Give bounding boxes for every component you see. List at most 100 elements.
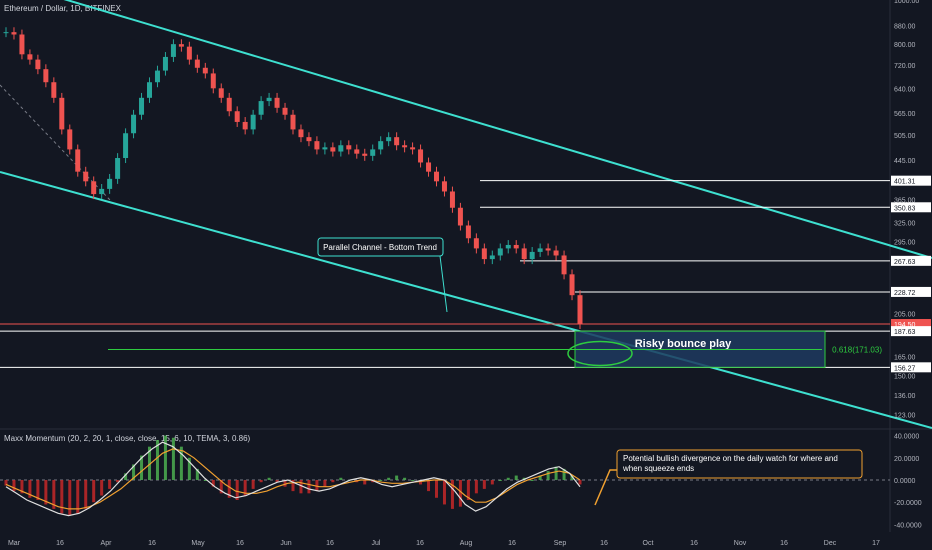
- time-axis-label: 16: [236, 540, 244, 547]
- candle-body: [362, 153, 368, 156]
- price-axis-label: 123.00: [894, 413, 916, 420]
- price-axis-label: 205.00: [894, 312, 916, 319]
- momentum-bar: [251, 480, 255, 489]
- candle-body: [43, 69, 49, 83]
- price-axis-label: 325.00: [894, 220, 916, 227]
- candle-body: [290, 114, 296, 130]
- candle-body: [489, 255, 495, 260]
- momentum-bar: [474, 480, 478, 494]
- time-axis-label: Oct: [643, 540, 654, 547]
- indicator-axis-label: -40.0000: [894, 522, 922, 529]
- price-axis-label: 150.00: [894, 373, 916, 380]
- momentum-bar: [315, 480, 319, 492]
- time-axis-label: Apr: [101, 540, 113, 547]
- fib-label: 0.618(171.03): [832, 345, 882, 354]
- time-axis-label: 16: [326, 540, 334, 547]
- momentum-bar: [60, 480, 64, 514]
- momentum-bar: [195, 468, 199, 480]
- momentum-bar: [546, 471, 550, 480]
- price-axis-label: 228.72: [894, 290, 916, 297]
- momentum-bar: [411, 480, 415, 481]
- momentum-bar: [466, 480, 470, 500]
- candle-body: [131, 114, 137, 134]
- candle-body: [250, 114, 256, 130]
- candle-body: [473, 238, 479, 249]
- candle-body: [115, 158, 121, 179]
- momentum-bar: [259, 480, 263, 483]
- momentum-bar: [299, 480, 303, 494]
- momentum-bar: [36, 480, 40, 500]
- zone-label: Risky bounce play: [635, 338, 732, 350]
- annotation-divergence-pointer: [594, 469, 617, 506]
- momentum-bar: [363, 480, 367, 485]
- momentum-bar: [554, 466, 558, 480]
- indicator-axis-label: 0.0000: [894, 478, 916, 485]
- momentum-bar: [148, 446, 151, 480]
- momentum-bar: [140, 455, 144, 480]
- candle-body: [170, 44, 176, 57]
- time-axis-label: May: [191, 540, 205, 547]
- candle-body: [457, 207, 463, 226]
- candle-body: [497, 248, 503, 256]
- annotation-box-channel: [317, 237, 444, 257]
- candle-body: [83, 171, 89, 182]
- indicator-axis-label: 20.0000: [894, 456, 919, 463]
- candle-body: [569, 274, 575, 296]
- candle-body: [59, 97, 65, 130]
- candle-body: [346, 145, 352, 150]
- price-axis-label: 165.00: [894, 355, 916, 362]
- indicator-axis-label: -20.0000: [894, 500, 922, 507]
- candle-body: [441, 181, 447, 192]
- candle-body: [147, 82, 152, 98]
- time-axis-label: 16: [600, 540, 608, 547]
- momentum-bar: [570, 475, 574, 480]
- momentum-bar: [339, 477, 343, 480]
- level-price-badge: [891, 286, 931, 297]
- momentum-bar: [530, 480, 534, 481]
- momentum-bar: [12, 480, 16, 492]
- momentum-bar: [4, 480, 8, 486]
- momentum-bar: [291, 480, 295, 492]
- price-axis-label: 295.00: [894, 240, 916, 247]
- price-axis-label: 640.00: [894, 86, 916, 93]
- candle-body: [274, 97, 280, 108]
- momentum-bar: [331, 480, 335, 483]
- indicator-title: Maxx Momentum (20, 2, 20, 1, close, clos…: [4, 434, 251, 443]
- momentum-bar: [187, 457, 191, 480]
- momentum-bar: [155, 440, 159, 480]
- candle-body: [226, 97, 232, 112]
- price-axis-label: 445.00: [894, 158, 916, 165]
- momentum-bar: [419, 480, 423, 485]
- time-axis-label: 16: [690, 540, 698, 547]
- time-axis-label: 16: [56, 540, 64, 547]
- momentum-bar: [387, 477, 391, 480]
- price-axis-label: 267.63: [894, 259, 916, 266]
- time-axis-label: 16: [416, 540, 424, 547]
- candle-body: [402, 145, 408, 148]
- momentum-bar: [403, 477, 407, 480]
- time-axis-label: Mar: [8, 540, 21, 547]
- price-axis-label: 1000.00: [894, 0, 919, 5]
- momentum-bar: [442, 480, 446, 505]
- candle-body: [123, 133, 129, 159]
- time-axis-label: 16: [508, 540, 516, 547]
- candle-body: [178, 44, 184, 47]
- annotation-box-divergence: [616, 449, 863, 479]
- candle-body: [51, 82, 57, 98]
- momentum-bar: [538, 475, 542, 480]
- candle-body: [186, 46, 192, 60]
- price-axis-label: 156.27: [894, 365, 916, 372]
- candle-body: [465, 225, 471, 239]
- candle-body: [386, 137, 392, 142]
- candle-body: [154, 70, 160, 83]
- candle-body: [481, 248, 487, 260]
- level-price-badge: [891, 255, 931, 266]
- momentum-bar: [163, 435, 167, 480]
- time-axis-label: 17: [872, 540, 880, 547]
- price-axis-label: 365.00: [894, 197, 916, 204]
- momentum-bar: [76, 480, 80, 514]
- momentum-bar: [44, 480, 48, 505]
- price-axis-label: 350.83: [894, 205, 916, 212]
- momentum-bar: [84, 480, 88, 509]
